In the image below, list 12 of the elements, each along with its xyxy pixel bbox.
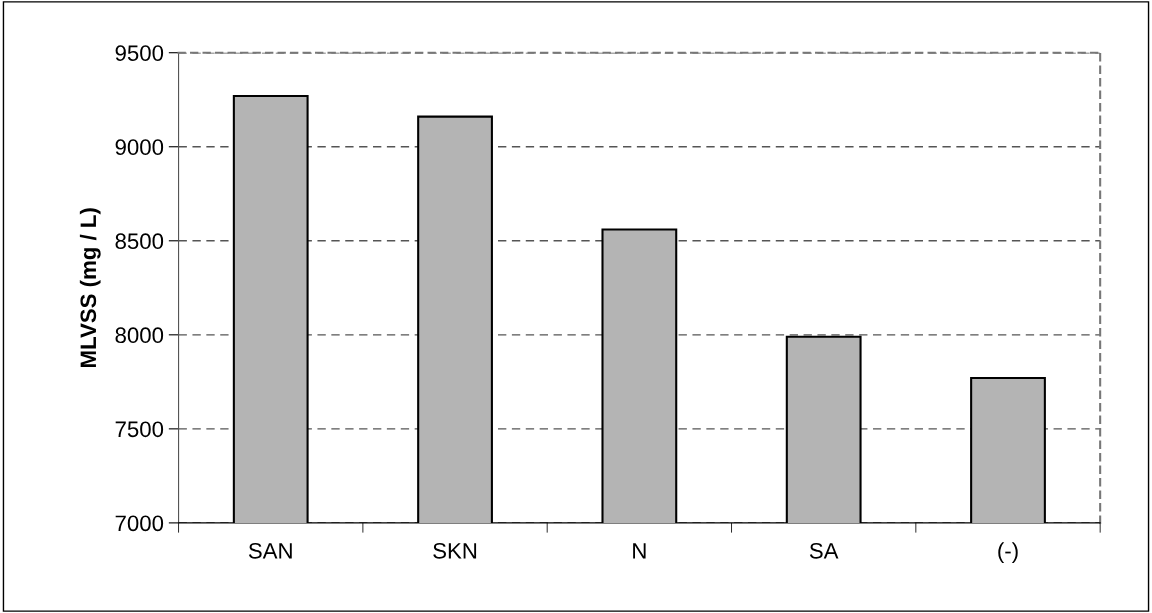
y-tick-label: 8500 — [115, 233, 164, 250]
x-tick-label: SA — [809, 542, 839, 559]
y-tick-label: 7500 — [115, 421, 164, 438]
x-tick-label: N — [633, 543, 646, 559]
x-tick-label: (-) — [998, 542, 1018, 564]
y-tick-label: 9000 — [115, 139, 164, 156]
y-tick-label: 7000 — [115, 515, 164, 532]
y-axis-title: MLVSS (mg / L) — [79, 208, 101, 367]
x-tick-label: SKN — [433, 542, 477, 559]
x-tick-label: SAN — [248, 542, 292, 559]
y-tick-label: 8000 — [115, 327, 164, 344]
y-tick-label: 9500 — [115, 45, 164, 61]
